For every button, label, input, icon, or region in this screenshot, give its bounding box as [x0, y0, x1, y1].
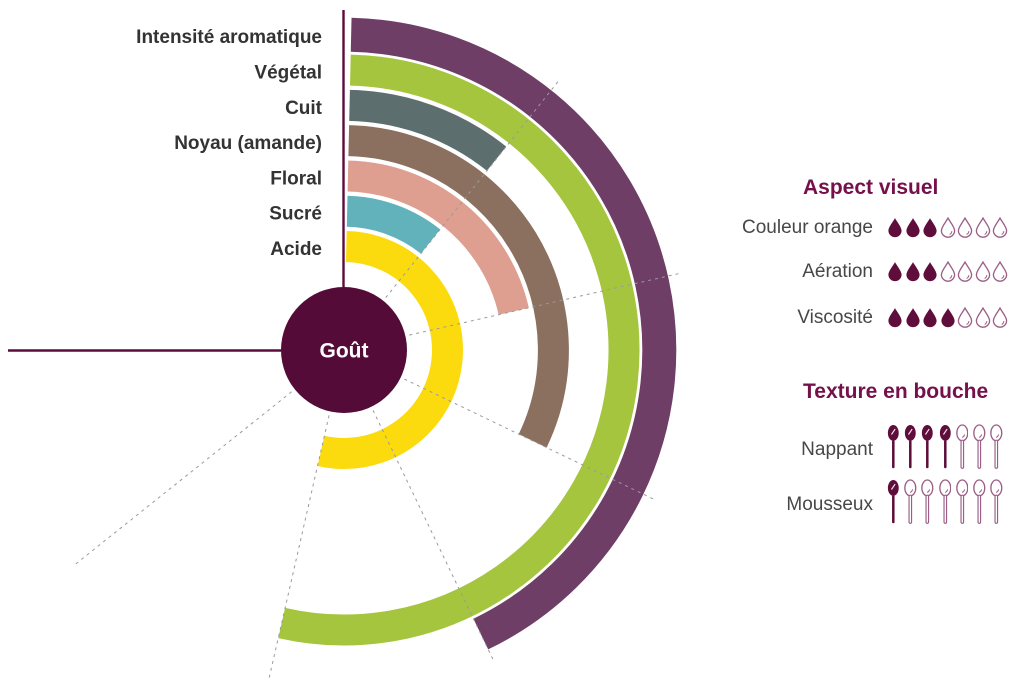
gridline-unit-1 [385, 79, 560, 298]
drop-icon-empty [992, 217, 1008, 238]
spoon-icon-filled [887, 479, 899, 524]
spoon-icon-empty [955, 424, 969, 469]
section-title-0: Aspect visuel [803, 176, 939, 199]
sensory-rating-panel: Aspect visuel Couleur orange Aération Visco… [700, 0, 1024, 678]
ring-label-4: Floral [270, 168, 322, 189]
drop-icon-empty [992, 261, 1008, 282]
ring-arc-3 [348, 125, 569, 448]
rating-icons-0-2 [887, 307, 1008, 328]
row-label-1-0: Nappant [801, 439, 873, 460]
spoon-icon-empty [938, 479, 951, 524]
spoon-icon-filled [905, 424, 916, 469]
rating-icons-0-0 [887, 217, 1008, 238]
spoon-icon-empty [990, 479, 1003, 524]
row-label-0-1: Aération [802, 261, 873, 282]
ring-label-3: Noyau (amande) [174, 133, 322, 154]
drop-icon-filled [923, 262, 937, 282]
gridline-unit-2 [409, 272, 681, 336]
spoon-icon-filled [887, 424, 899, 469]
ring-label-6: Acide [270, 239, 322, 260]
ring-arc-6 [317, 231, 463, 469]
ring-arc-1 [278, 54, 640, 646]
drop-icon-empty [975, 217, 990, 238]
spoon-icon-filled [922, 424, 934, 469]
drop-icon-filled [923, 308, 937, 328]
rating-icons-0-1 [887, 261, 1008, 282]
drop-icon-empty [992, 307, 1008, 328]
drop-icon-filled [905, 308, 920, 328]
drop-icon-empty [940, 217, 955, 238]
spoon-icon-empty [904, 479, 917, 524]
row-label-0-2: Viscosité [797, 307, 873, 328]
drop-icon-filled [888, 262, 902, 282]
drop-icon-empty [957, 307, 973, 328]
ring-label-1: Végétal [254, 63, 322, 84]
spoon-icon-empty [921, 479, 934, 524]
ring-label-5: Sucré [269, 204, 322, 225]
spoon-icon-empty [973, 424, 986, 469]
center-label: Goût [320, 340, 369, 363]
drop-icon-empty [957, 217, 973, 238]
gridline-unit-3 [404, 378, 656, 501]
ring-label-2: Cuit [285, 98, 323, 119]
ring-arc-5 [346, 195, 441, 254]
drop-icon-filled [888, 218, 902, 238]
section-title-1: Texture en bouche [803, 380, 989, 403]
ring-label-0: Intensité aromatique [136, 27, 322, 48]
gridline-unit-4 [372, 410, 495, 662]
drop-icon-filled [923, 218, 937, 238]
drop-icon-filled [905, 262, 920, 282]
drop-icon-empty [975, 261, 990, 282]
drop-icon-filled [905, 218, 920, 238]
center-circle [281, 287, 407, 413]
row-label-0-0: Couleur orange [742, 217, 873, 238]
ring-arc-0 [350, 17, 677, 650]
spoon-icon-empty [955, 479, 969, 524]
row-label-1-1: Mousseux [786, 494, 873, 515]
drop-icon-empty [975, 307, 990, 328]
spoon-icon-empty [973, 479, 986, 524]
spoon-icon-empty [990, 424, 1003, 469]
gridline-unit-5 [267, 415, 330, 683]
drop-icon-empty [940, 261, 955, 282]
rating-icons-1-0 [887, 424, 1003, 469]
gridline-unit-6 [73, 391, 292, 566]
rating-icons-1-1 [887, 479, 1003, 524]
ring-arc-4 [347, 160, 529, 315]
spoon-icon-filled [939, 424, 951, 469]
drop-icon-empty [957, 261, 973, 282]
drop-icon-filled [940, 308, 955, 328]
ring-arc-2 [348, 89, 507, 171]
drop-icon-filled [888, 308, 902, 328]
